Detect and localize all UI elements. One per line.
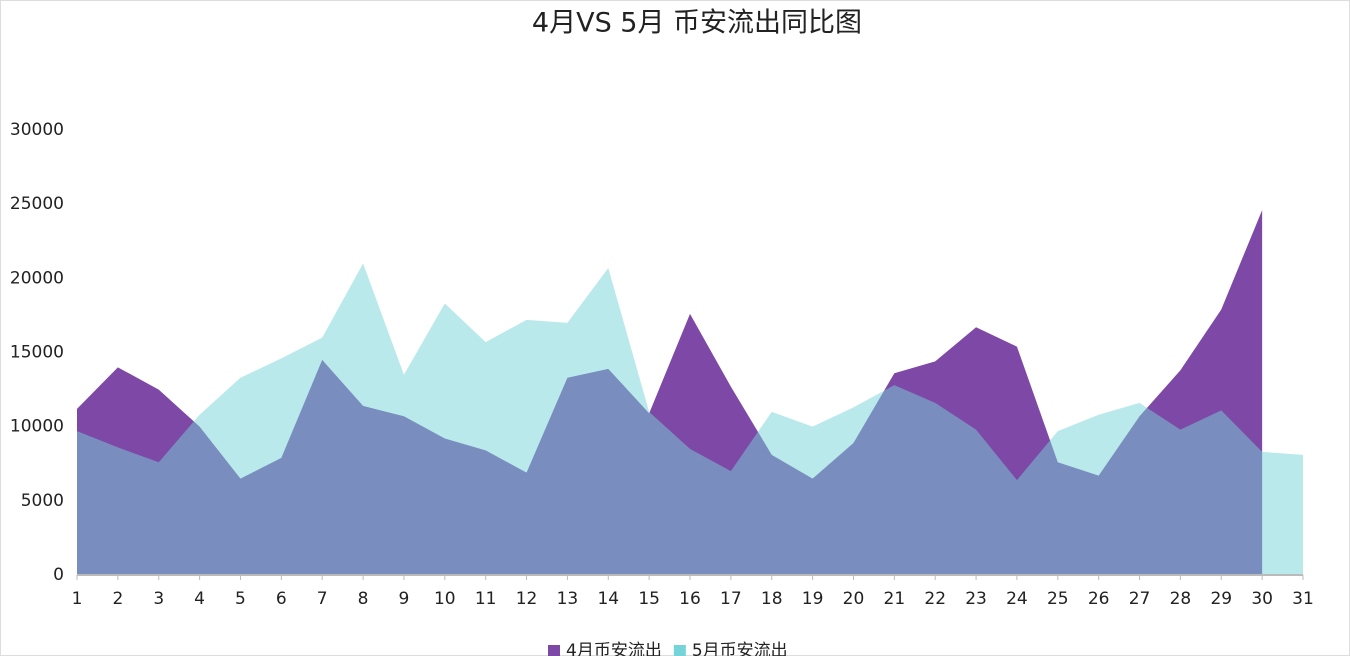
- x-tick-label: 18: [761, 589, 783, 609]
- y-tick-label: 20000: [10, 268, 64, 288]
- x-tick-label: 31: [1292, 589, 1314, 609]
- y-tick-label: 25000: [10, 194, 64, 214]
- x-tick-label: 12: [516, 589, 538, 609]
- x-tick-label: 1: [72, 589, 83, 609]
- x-tick-label: 8: [358, 589, 369, 609]
- x-tick-label: 9: [399, 589, 410, 609]
- x-tick-label: 27: [1129, 589, 1151, 609]
- x-tick-label: 5: [235, 589, 246, 609]
- legend-swatch: [548, 645, 560, 656]
- x-tick-label: 10: [434, 589, 456, 609]
- x-tick-label: 30: [1251, 589, 1273, 609]
- legend-swatch: [673, 645, 686, 656]
- x-tick-label: 15: [638, 589, 660, 609]
- y-tick-label: 0: [53, 565, 64, 585]
- x-tick-label: 11: [475, 589, 497, 609]
- x-tick-label: 19: [802, 589, 824, 609]
- legend-label: 4月币安流出: [566, 641, 662, 656]
- x-tick-label: 14: [597, 589, 619, 609]
- x-tick-label: 13: [557, 589, 579, 609]
- y-tick-label: 15000: [10, 343, 64, 363]
- x-tick-label: 22: [924, 589, 946, 609]
- x-tick-label: 6: [276, 589, 287, 609]
- x-tick-label: 23: [965, 589, 987, 609]
- x-tick-label: 26: [1088, 589, 1110, 609]
- area: [77, 263, 1303, 575]
- x-tick-label: 17: [720, 589, 742, 609]
- x-tick-label: 4: [194, 589, 205, 609]
- x-tick-label: 25: [1047, 589, 1069, 609]
- x-tick-label: 7: [317, 589, 328, 609]
- legend-label: 5月币安流出: [692, 641, 788, 656]
- x-tick-label: 28: [1170, 589, 1192, 609]
- x-tick-label: 20: [843, 589, 865, 609]
- y-tick-label: 10000: [10, 417, 64, 437]
- x-tick-label: 24: [1006, 589, 1028, 609]
- y-tick-label: 5000: [21, 491, 64, 511]
- x-tick-label: 21: [884, 589, 906, 609]
- x-tick-label: 3: [153, 589, 164, 609]
- x-tick-label: 2: [112, 589, 123, 609]
- x-tick-label: 16: [679, 589, 701, 609]
- chart-title: 4月VS 5月 币安流出同比图: [532, 8, 862, 39]
- x-tick-label: 29: [1210, 589, 1232, 609]
- y-tick-label: 30000: [10, 120, 64, 140]
